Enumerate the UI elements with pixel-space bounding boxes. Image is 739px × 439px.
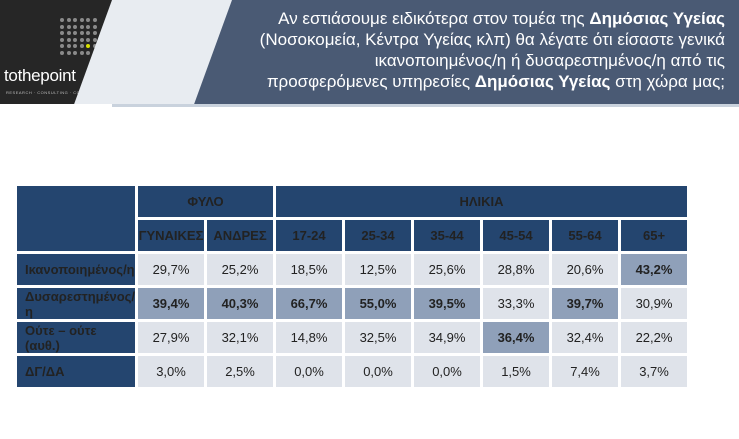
header-underline <box>112 104 739 107</box>
table-row: Ικανοποιημένος/η 29,7% 25,2% 18,5% 12,5% 25,6… <box>17 254 688 285</box>
brand-subtitle: RESEARCH · CONSULTING · COMMUNICATION <box>6 90 115 95</box>
question-line4-pre: προσφερόμενες υπηρεσίες <box>266 72 475 91</box>
table-cell: 22,2% <box>621 322 688 353</box>
question-line1-bold: Δημόσιας Υγείας <box>589 9 725 28</box>
column-header: 25-34 <box>345 220 412 251</box>
table-cell: 3,7% <box>621 356 688 387</box>
table-cell: 7,4% <box>552 356 619 387</box>
brand-logo-text: tothepoint <box>4 66 76 85</box>
column-header: 45-54 <box>483 220 550 251</box>
table-cell: 27,9% <box>138 322 205 353</box>
column-header: 17-24 <box>276 220 343 251</box>
table-cell: 1,5% <box>483 356 550 387</box>
table-row: Δυσαρεστημένος/η 39,4% 40,3% 66,7% 55,0% 39,5… <box>17 288 688 319</box>
table-cell: 29,7% <box>138 254 205 285</box>
table-cell: 40,3% <box>207 288 274 319</box>
table-cell: 2,5% <box>207 356 274 387</box>
question-line4-bold: Δημόσιας Υγείας <box>474 72 611 91</box>
column-header: ΑΝΔΡΕΣ <box>207 220 274 251</box>
table-cell: 55,0% <box>345 288 412 319</box>
group-header-age: ΗΛΙΚΙΑ <box>276 186 688 217</box>
column-header: 65+ <box>621 220 688 251</box>
table-cell: 32,4% <box>552 322 619 353</box>
question-line2: (Νοσοκομεία, Κέντρα Υγείας κλπ) θα λέγατ… <box>259 30 725 49</box>
question-line4-post: στη χώρα μας; <box>610 72 725 91</box>
table-row: ΔΓ/ΔΑ 3,0% 2,5% 0,0% 0,0% 0,0% 1,5% 7,4% 3,7% <box>17 356 688 387</box>
table-corner <box>17 186 136 251</box>
table-group-header-row: ΦΥΛΟ ΗΛΙΚΙΑ <box>17 186 688 251</box>
table-cell: 3,0% <box>138 356 205 387</box>
row-label: Δυσαρεστημένος/η <box>17 288 136 319</box>
row-label: Ούτε – ούτε (αυθ.) <box>17 322 136 353</box>
table-cell: 0,0% <box>414 356 481 387</box>
table-cell: 39,4% <box>138 288 205 319</box>
table-cell: 0,0% <box>276 356 343 387</box>
table-cell: 25,6% <box>414 254 481 285</box>
row-label: Ικανοποιημένος/η <box>17 254 136 285</box>
table-cell: 12,5% <box>345 254 412 285</box>
table-cell: 33,3% <box>483 288 550 319</box>
results-table: ΦΥΛΟ ΗΛΙΚΙΑ ΓΥΝΑΙΚΕΣ ΑΝΔΡΕΣ 17-24 25-34 … <box>14 183 690 390</box>
table-column-header-row: ΓΥΝΑΙΚΕΣ ΑΝΔΡΕΣ 17-24 25-34 35-44 45-54 … <box>17 220 688 251</box>
column-header: 55-64 <box>552 220 619 251</box>
table-cell: 39,7% <box>552 288 619 319</box>
table-cell: 25,2% <box>207 254 274 285</box>
table-cell: 66,7% <box>276 288 343 319</box>
column-header: 35-44 <box>414 220 481 251</box>
table-row: Ούτε – ούτε (αυθ.) 27,9% 32,1% 14,8% 32,5% 34… <box>17 322 688 353</box>
question-title: Αν εστιάσουμε ειδικότερα στον τομέα της … <box>205 8 725 92</box>
column-header: ΓΥΝΑΙΚΕΣ <box>138 220 205 251</box>
table-cell: 28,8% <box>483 254 550 285</box>
row-label: ΔΓ/ΔΑ <box>17 356 136 387</box>
table-cell: 0,0% <box>345 356 412 387</box>
table-cell: 39,5% <box>414 288 481 319</box>
table-cell: 18,5% <box>276 254 343 285</box>
table-cell: 34,9% <box>414 322 481 353</box>
table-cell: 32,5% <box>345 322 412 353</box>
header-banner <box>150 0 739 104</box>
table-cell: 30,9% <box>621 288 688 319</box>
question-line1-pre: Αν εστιάσουμε ειδικότερα στον τομέα της <box>278 9 590 28</box>
question-line3: ικανοποιημένος/η ή δυσαρεστημένος/η από … <box>374 51 725 70</box>
table-cell: 20,6% <box>552 254 619 285</box>
table-cell: 14,8% <box>276 322 343 353</box>
table-cell: 43,2% <box>621 254 688 285</box>
table-cell: 32,1% <box>207 322 274 353</box>
table-cell: 36,4% <box>483 322 550 353</box>
group-header-gender: ΦΥΛΟ <box>138 186 274 217</box>
